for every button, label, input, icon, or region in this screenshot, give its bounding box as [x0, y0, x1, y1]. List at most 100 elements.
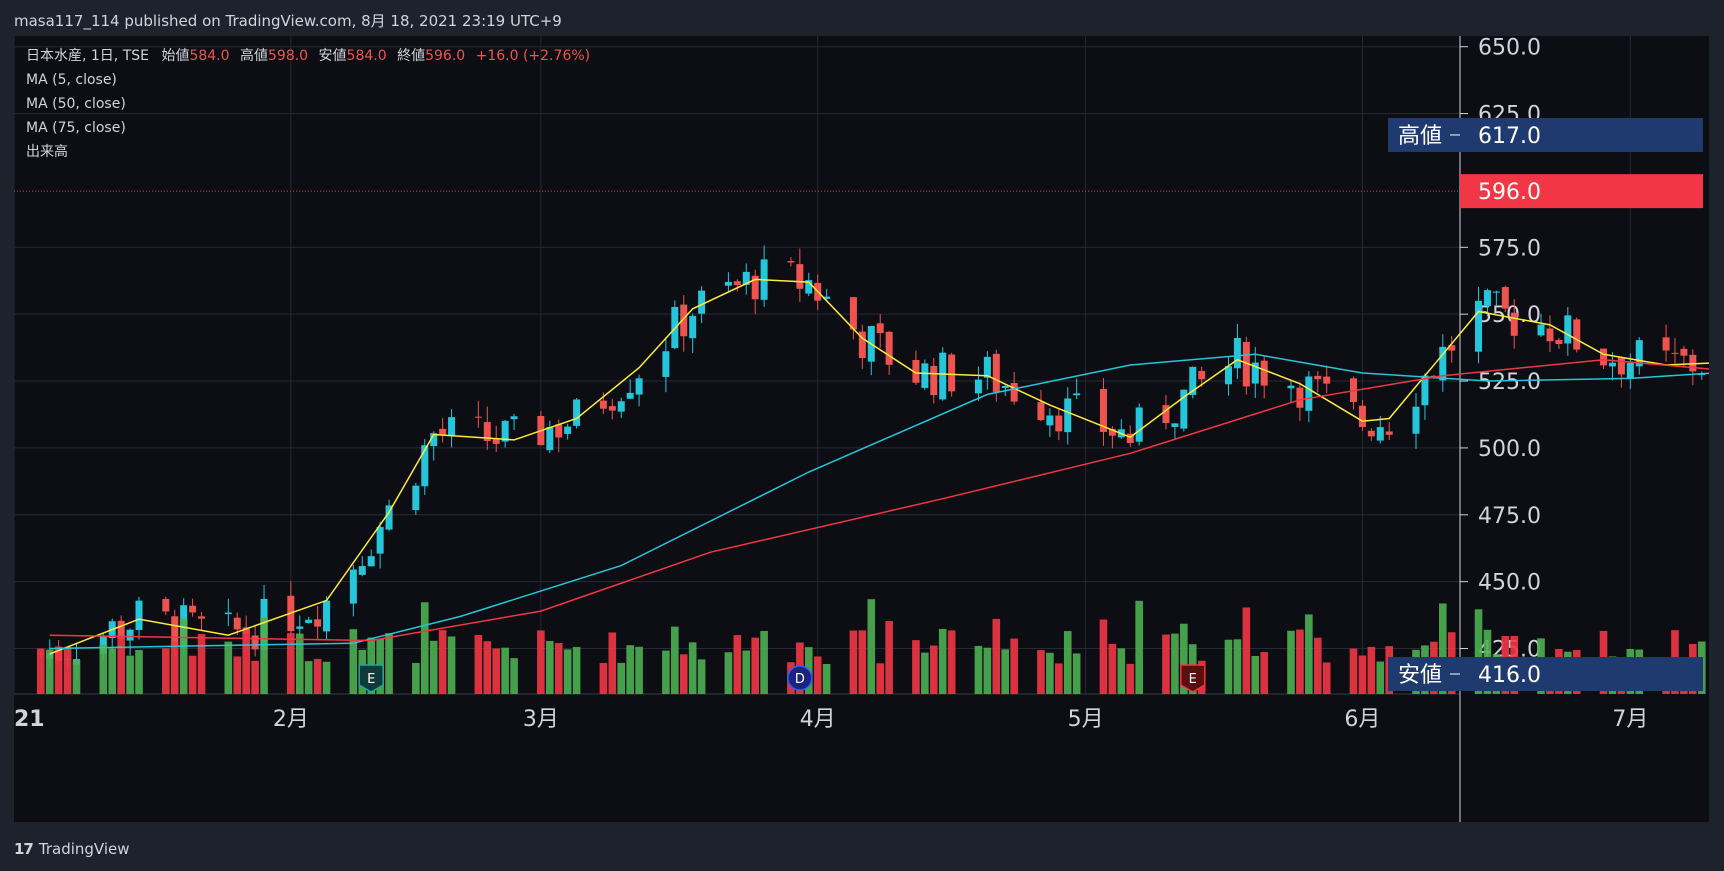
- candle-body: [224, 612, 232, 615]
- volume-bar: [251, 660, 259, 694]
- ma-line-50: [49, 353, 1709, 650]
- svg-text:E: E: [367, 672, 375, 687]
- price-chart[interactable]: 650.0625.0575.0550.0525.0500.0475.0450.0…: [14, 36, 1709, 822]
- candle-body: [662, 351, 670, 377]
- volume-bar: [947, 630, 956, 694]
- candle-body: [608, 406, 616, 411]
- volume-bar: [179, 618, 188, 694]
- volume-bar: [662, 650, 670, 694]
- change-value: +16.0 (+2.76%): [475, 48, 591, 64]
- candle-body: [1046, 415, 1054, 426]
- volume-bar: [974, 645, 983, 694]
- volume-bar: [224, 641, 233, 694]
- high-value: 598.0: [268, 48, 309, 64]
- candle-body: [474, 416, 482, 418]
- candle-body: [1412, 406, 1420, 434]
- volume-bar: [1287, 630, 1295, 694]
- candle-body: [251, 635, 259, 650]
- y-tick-label: 650.0: [1478, 36, 1541, 61]
- candle-body: [1055, 415, 1063, 432]
- header-text: masa117_114 published on TradingView.com…: [14, 12, 562, 30]
- brand-name[interactable]: TradingView: [38, 840, 130, 858]
- y-tick-label: 575.0: [1478, 236, 1541, 261]
- last-price-tag: [1460, 174, 1703, 209]
- close-label: 終値: [397, 48, 426, 64]
- candle-body: [1376, 427, 1384, 441]
- candle-body: [823, 296, 831, 299]
- volume-bar: [438, 630, 447, 694]
- high-marker-value: 617.0: [1478, 124, 1541, 149]
- volume-bar: [813, 656, 822, 694]
- volume-bar: [626, 645, 634, 694]
- volume-bar: [233, 656, 242, 694]
- volume-bar: [554, 643, 563, 694]
- y-tick-label: 450.0: [1478, 571, 1541, 596]
- candle-body: [358, 566, 366, 575]
- volume-bar: [1367, 646, 1376, 694]
- candle-body: [733, 281, 741, 286]
- volume-bar: [912, 640, 920, 694]
- high-marker-tag: [1388, 117, 1703, 152]
- candle-body: [1385, 431, 1393, 435]
- volume-bar: [688, 642, 697, 694]
- candle-body: [983, 356, 991, 378]
- volume-bar: [188, 655, 197, 694]
- high-marker-name: 高値: [1398, 124, 1442, 149]
- candle-body: [1162, 405, 1170, 423]
- footer: 17 TradingView: [14, 838, 130, 860]
- x-tick-label: 3月: [523, 707, 559, 732]
- ma-line-5: [49, 278, 1709, 655]
- candle-body: [1617, 357, 1625, 375]
- candle-body: [1296, 387, 1304, 408]
- volume-bar: [608, 632, 617, 694]
- volume-bar: [295, 633, 304, 694]
- indicator-ma75[interactable]: MA (75, close): [26, 120, 126, 136]
- candle-body: [314, 619, 322, 627]
- candle-body: [849, 297, 857, 330]
- candle-body: [1564, 315, 1572, 344]
- candle-body: [1180, 389, 1188, 429]
- volume-bar: [162, 648, 170, 694]
- volume-bar: [733, 635, 742, 694]
- indicator-volume[interactable]: 出来高: [26, 144, 68, 160]
- candle-body: [162, 598, 170, 612]
- candle-body: [1448, 345, 1456, 351]
- volume-bar: [572, 647, 581, 694]
- candle-body: [233, 617, 241, 630]
- indicator-ma50[interactable]: MA (50, close): [26, 96, 126, 112]
- volume-bar: [483, 641, 492, 694]
- tradingview-logo-icon[interactable]: 17: [14, 840, 34, 858]
- volume-bar: [1251, 655, 1260, 694]
- volume-bar: [1224, 639, 1233, 694]
- low-value: 584.0: [346, 48, 387, 64]
- candle-body: [1483, 290, 1491, 307]
- open-value: 584.0: [189, 48, 230, 64]
- event-marker-e-icon: E: [1180, 664, 1206, 693]
- volume-bar: [751, 637, 759, 694]
- candle-body: [921, 363, 929, 388]
- x-tick-label: 7月: [1612, 707, 1648, 732]
- volume-bar: [126, 655, 134, 694]
- candle-body: [1010, 383, 1018, 402]
- volume-bar: [537, 630, 545, 694]
- x-tick-label: 4月: [800, 707, 836, 732]
- candle-body: [992, 353, 1000, 392]
- candle-body: [448, 417, 456, 437]
- low-marker-value: 416.0: [1478, 663, 1541, 688]
- volume-bar: [867, 599, 876, 694]
- volume-bar: [36, 648, 45, 694]
- volume-bar: [501, 647, 509, 694]
- candle-body: [858, 331, 866, 359]
- volume-bar: [1313, 637, 1322, 694]
- candle-body: [1421, 375, 1429, 406]
- volume-bar: [929, 645, 938, 694]
- volume-bar: [1126, 663, 1135, 694]
- candle-body: [724, 281, 732, 286]
- symbol-label[interactable]: 日本水産, 1日, TSE: [26, 48, 149, 64]
- indicator-ma5[interactable]: MA (5, close): [26, 72, 117, 88]
- volume-bar: [563, 649, 572, 694]
- low-marker-name: 安値: [1398, 663, 1442, 688]
- candle-body: [1198, 370, 1206, 380]
- candle-body: [805, 280, 813, 294]
- chart-panel[interactable]: 650.0 625.0 575.0 550.0 525.0 500.0 475.0 450.0…: [14, 36, 1709, 822]
